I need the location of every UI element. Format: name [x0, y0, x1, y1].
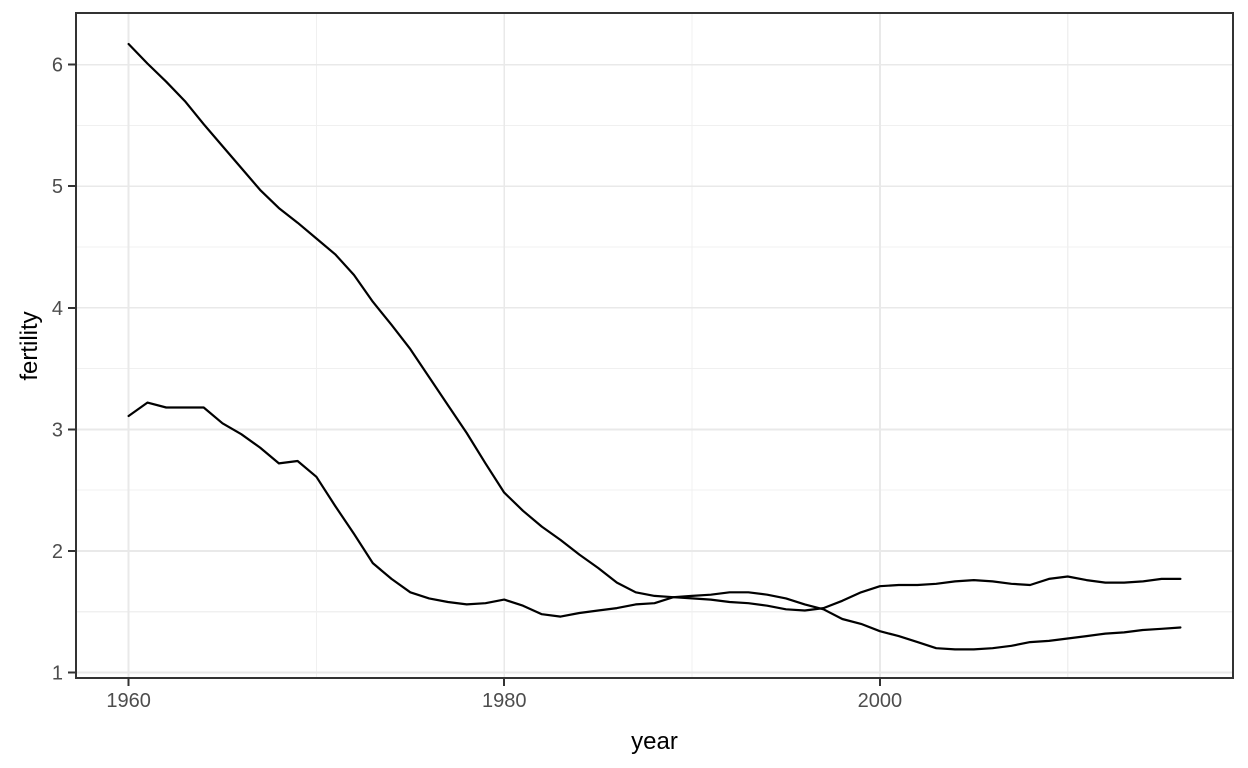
x-tick-label: 1960: [106, 690, 151, 712]
plot-panel: [76, 13, 1233, 678]
x-axis-title: year: [631, 728, 678, 755]
panel-border: [75, 12, 1234, 679]
x-tick-label: 2000: [858, 690, 903, 712]
y-tick-label: 4: [52, 298, 63, 320]
y-axis-title: fertility: [16, 311, 43, 381]
y-tick-label: 2: [52, 541, 63, 563]
series-line-1: [127, 42, 1182, 612]
y-tick-label: 5: [52, 176, 63, 198]
x-tick-label: 1980: [482, 690, 527, 712]
y-tick-label: 3: [52, 419, 63, 441]
series-line-2: [127, 401, 1182, 651]
y-tick-label: 6: [52, 55, 63, 77]
y-tick-label: 1: [52, 663, 63, 685]
